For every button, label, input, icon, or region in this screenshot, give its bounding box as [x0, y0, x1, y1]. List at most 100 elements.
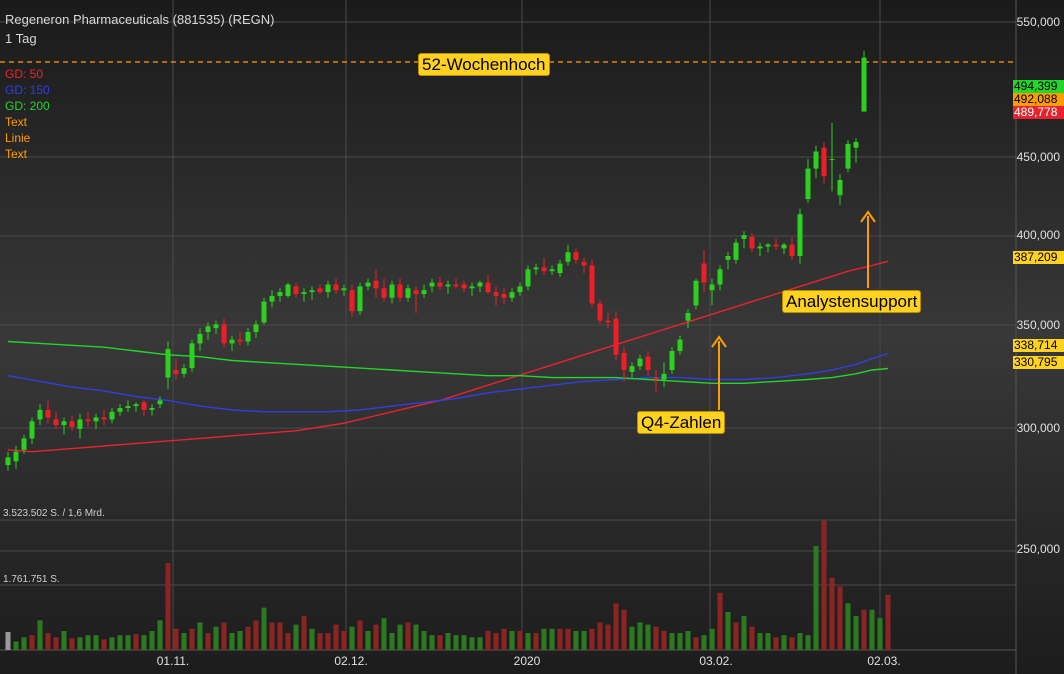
volume-bar — [781, 635, 787, 650]
candle-body — [605, 320, 611, 323]
volume-bar — [245, 626, 251, 650]
volume-bar — [557, 628, 563, 650]
volume-bar — [437, 635, 443, 650]
volume-bar — [509, 630, 515, 650]
candle-body — [677, 339, 683, 351]
volume-bar — [189, 628, 195, 650]
volume-bar — [13, 641, 19, 650]
x-tick-label: 02.12. — [334, 654, 368, 668]
candle-body — [541, 267, 547, 272]
candle-body — [221, 324, 227, 344]
candle-body — [29, 421, 35, 439]
volume-bar — [357, 620, 363, 650]
volume-bar — [629, 626, 635, 650]
volume-bar — [141, 635, 147, 650]
legend-gd200: GD: 200 — [5, 99, 50, 113]
arrow-head — [860, 210, 876, 223]
volume-bar — [701, 635, 707, 650]
y-tick-label: 250,000 — [1016, 542, 1060, 556]
candle-body — [253, 324, 259, 332]
price-badge-last: 494,399 — [1013, 80, 1064, 93]
candle-body — [653, 377, 659, 380]
volume-bar — [581, 630, 587, 650]
volume-bar — [829, 577, 835, 650]
candle-body — [333, 284, 339, 291]
volume-bar — [77, 637, 83, 650]
volume-bar — [565, 628, 571, 650]
volume-bar — [5, 631, 11, 650]
candle-body — [453, 284, 459, 287]
candle-body — [373, 280, 379, 289]
volume-bar — [549, 628, 555, 650]
volume-bar — [461, 635, 467, 650]
volume-bar — [365, 630, 371, 650]
candle-body — [637, 358, 643, 367]
volume-bar — [253, 620, 259, 650]
candle-body — [397, 284, 403, 298]
candle-body — [53, 419, 59, 426]
volume-bar — [869, 609, 875, 650]
volume-bar — [165, 563, 171, 650]
candle-body — [269, 295, 275, 302]
candle-body — [709, 284, 715, 291]
volume-bar — [533, 633, 539, 650]
volume-bar — [885, 594, 891, 650]
candle-body — [413, 290, 419, 294]
volume-bar — [821, 520, 827, 650]
volume-bar — [773, 637, 779, 650]
candle-body — [717, 269, 723, 285]
volume-bar — [453, 635, 459, 650]
candle-body — [613, 318, 619, 355]
volume-bar — [149, 630, 155, 650]
volume-bar — [405, 622, 411, 650]
candle-body — [573, 252, 579, 260]
volume-bar — [845, 603, 851, 650]
volume-bar — [213, 626, 219, 650]
candle-body — [37, 409, 43, 420]
candle-body — [317, 288, 323, 293]
volume-bar — [445, 633, 451, 650]
arrow-head — [711, 335, 727, 348]
candle-body — [629, 366, 635, 372]
candle-body — [349, 290, 355, 312]
annotation-52-week-high: 52-Wochenhoch — [418, 53, 550, 76]
candle-body — [813, 151, 819, 169]
volume-bar — [645, 624, 651, 650]
volume-bar — [309, 628, 315, 650]
volume-bar — [29, 635, 35, 650]
candle-body — [773, 244, 779, 247]
moving-average-line — [7, 260, 889, 453]
candle-body — [109, 411, 115, 420]
candle-body — [741, 235, 747, 239]
candle-body — [381, 288, 387, 298]
candle-body — [749, 237, 755, 249]
price-badge-gd150: 338,714 — [1013, 339, 1064, 352]
candle-body — [389, 284, 395, 298]
candle-body — [341, 288, 347, 291]
candle-body — [861, 57, 867, 112]
volume-bar — [469, 637, 475, 650]
volume-bar — [101, 639, 107, 650]
candle-body — [821, 147, 827, 177]
candle-body — [5, 457, 11, 465]
volume-bar — [693, 637, 699, 650]
volume-bar — [69, 638, 75, 650]
candle-body — [205, 326, 211, 332]
volume-bar — [325, 633, 331, 650]
volume-bar — [669, 633, 675, 650]
price-badge-line: 492,088 — [1013, 93, 1064, 106]
volume-bar — [229, 633, 235, 650]
candle-body — [461, 284, 467, 289]
volume-bar — [733, 622, 739, 650]
candle-body — [757, 246, 763, 249]
candle-body — [589, 265, 595, 304]
candle-body — [805, 168, 811, 199]
volume-bar — [685, 630, 691, 650]
volume-bar — [197, 622, 203, 650]
volume-max-label: 3.523.502 S. / 1,6 Mrd. — [3, 508, 105, 519]
volume-bar — [661, 630, 667, 650]
price-badge-gd200: 330,795 — [1013, 356, 1064, 369]
volume-bar — [813, 546, 819, 650]
